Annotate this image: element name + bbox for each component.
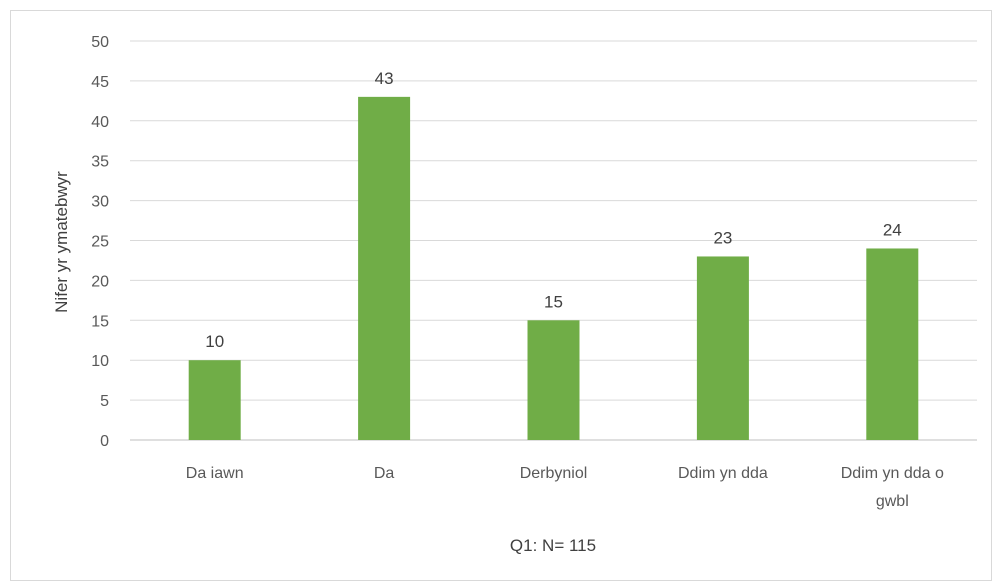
data-label: 24	[883, 220, 902, 239]
x-axis-categories: Da iawn Da Derbyniol Ddim yn dda Ddim yn dda…	[186, 465, 944, 510]
y-tick-label: 5	[100, 393, 109, 410]
y-tick-label: 25	[91, 234, 109, 251]
data-label: 43	[375, 69, 394, 88]
y-tick-label: 0	[100, 433, 109, 450]
data-label: 23	[713, 228, 732, 247]
category-label: Ddim yn dda	[678, 465, 768, 482]
category-label: Da	[374, 465, 395, 482]
y-axis-title: Nifer yr ymatebwyr	[52, 171, 71, 313]
bar	[866, 248, 919, 440]
category-label: Derbyniol	[520, 465, 588, 482]
data-label: 10	[205, 332, 224, 351]
bar	[358, 96, 411, 441]
chart-frame	[10, 10, 992, 581]
y-tick-label: 20	[91, 273, 109, 290]
y-tick-label: 45	[91, 74, 109, 91]
y-tick-label: 50	[91, 34, 109, 51]
bar	[527, 320, 580, 440]
category-label: Ddim yn dda o gwbl	[841, 465, 944, 510]
y-tick-label: 30	[91, 194, 109, 211]
y-tick-label: 40	[91, 114, 109, 131]
y-tick-label: 10	[91, 353, 109, 370]
x-axis-title: Q1: N= 115	[510, 536, 596, 555]
category-label: Da iawn	[186, 465, 244, 482]
bars	[188, 96, 919, 441]
y-tick-label: 15	[91, 313, 109, 330]
gridlines	[130, 40, 977, 441]
bar	[188, 360, 241, 440]
y-axis-ticks: 0 5 10 15 20 25 30 35 40 45 50	[91, 34, 109, 450]
bar	[696, 256, 749, 440]
data-label: 15	[544, 292, 563, 311]
y-tick-label: 35	[91, 154, 109, 171]
data-labels: 10 43 15 23 24	[205, 69, 902, 351]
